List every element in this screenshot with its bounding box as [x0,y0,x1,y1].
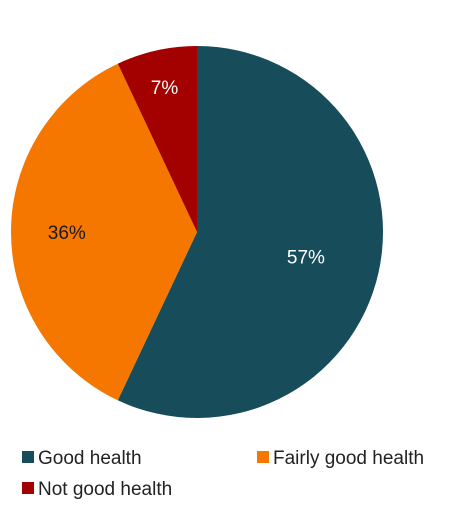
pie-slice-fairly-good-health [11,63,198,401]
legend: Good health Fairly good health Not good he… [22,448,424,500]
legend-label: Not good health [38,479,172,500]
slice-value-label: 57% [287,247,325,268]
legend-label: Fairly good health [273,448,424,469]
slice-value-label: 7% [151,78,179,99]
legend-swatch [257,451,269,463]
legend-swatch [22,482,34,494]
legend-label: Good health [38,448,142,469]
slice-value-label: 36% [48,223,86,244]
slice-labels: 57% 36% 7% [48,78,325,269]
pie-slice-good-health [117,45,384,418]
legend-swatch [22,451,34,463]
pie-slice-not-good-health [117,46,197,232]
pie-slices [11,45,384,418]
